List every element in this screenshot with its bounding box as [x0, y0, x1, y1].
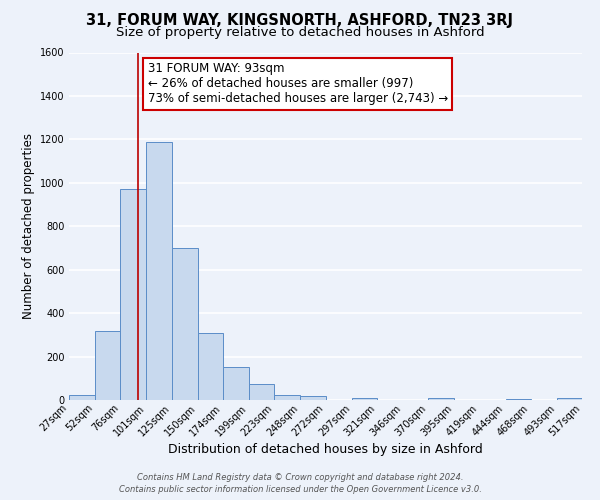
Bar: [69, 394, 95, 400]
Bar: [146, 142, 172, 400]
Text: Size of property relative to detached houses in Ashford: Size of property relative to detached ho…: [116, 26, 484, 39]
Text: Contains HM Land Registry data © Crown copyright and database right 2024.
Contai: Contains HM Land Registry data © Crown c…: [119, 472, 481, 494]
Bar: [249, 384, 274, 400]
Y-axis label: Number of detached properties: Number of detached properties: [22, 133, 35, 320]
Bar: [301, 396, 325, 400]
Bar: [223, 368, 249, 400]
Text: 31 FORUM WAY: 93sqm
← 26% of detached houses are smaller (997)
73% of semi-detac: 31 FORUM WAY: 93sqm ← 26% of detached ho…: [148, 62, 448, 106]
Text: 31, FORUM WAY, KINGSNORTH, ASHFORD, TN23 3RJ: 31, FORUM WAY, KINGSNORTH, ASHFORD, TN23…: [86, 12, 514, 28]
Bar: [95, 330, 120, 400]
Bar: [172, 248, 198, 400]
Bar: [120, 190, 146, 400]
Bar: [352, 398, 377, 400]
Bar: [428, 398, 454, 400]
Bar: [557, 398, 582, 400]
Bar: [506, 399, 531, 400]
X-axis label: Distribution of detached houses by size in Ashford: Distribution of detached houses by size …: [168, 444, 483, 456]
Bar: [274, 394, 301, 400]
Bar: [198, 332, 223, 400]
